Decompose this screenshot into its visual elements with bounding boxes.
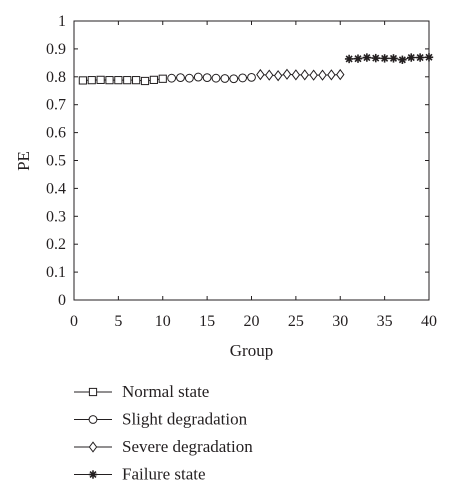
y-tick-label: 0.5 bbox=[46, 153, 66, 170]
x-tick-label: 40 bbox=[421, 313, 437, 330]
series-severe-degradation bbox=[256, 68, 345, 82]
star-stroke bbox=[398, 56, 406, 64]
data-point-diamond bbox=[265, 69, 274, 81]
data-point-diamond bbox=[327, 69, 336, 81]
data-point-square bbox=[123, 76, 132, 85]
x-tick-label: 35 bbox=[377, 313, 393, 330]
data-point-star bbox=[398, 55, 407, 64]
data-series bbox=[78, 53, 434, 86]
y-tick-label: 1 bbox=[58, 13, 66, 30]
data-point-star bbox=[362, 53, 372, 62]
data-point-diamond bbox=[336, 68, 345, 81]
star-stroke bbox=[372, 54, 380, 62]
data-point-circle bbox=[193, 72, 203, 82]
data-point-diamond bbox=[291, 69, 301, 81]
data-point-diamond bbox=[318, 69, 327, 81]
star-stroke bbox=[389, 54, 398, 62]
data-point-circle bbox=[229, 74, 239, 84]
data-point-diamond bbox=[300, 69, 309, 81]
legend-marker-circle bbox=[88, 415, 98, 424]
data-point-star bbox=[415, 53, 425, 62]
y-tick-label: 0.7 bbox=[46, 97, 66, 114]
data-point-square bbox=[158, 74, 167, 83]
x-tick-label: 5 bbox=[114, 313, 122, 330]
x-tick-label: 10 bbox=[155, 313, 171, 330]
series-line bbox=[82, 78, 163, 82]
legend-label: Severe degradation bbox=[122, 437, 253, 456]
axis-ticks: 0 5 10 15 20 25 30 35 40 0 0.1 0.2 0.3 0.4 0.5 0.6 0.7 0.… bbox=[46, 13, 437, 330]
data-point-diamond bbox=[256, 68, 265, 81]
y-tick-label: 0.2 bbox=[46, 236, 66, 253]
legend-marker-star bbox=[88, 470, 98, 479]
legend-item: Slight degradation bbox=[74, 410, 248, 429]
y-tick-label: 0 bbox=[58, 292, 66, 309]
series-failure-state bbox=[344, 53, 434, 64]
series-normal-state bbox=[78, 74, 167, 86]
x-tick-label: 20 bbox=[244, 313, 260, 330]
data-point-diamond bbox=[273, 70, 283, 82]
legend-label: Failure state bbox=[122, 465, 206, 484]
star-stroke bbox=[425, 53, 433, 61]
star-stroke bbox=[363, 54, 371, 62]
x-axis-label: Group bbox=[230, 341, 273, 360]
legend-label: Normal state bbox=[122, 382, 209, 401]
plot-area-border bbox=[73, 20, 430, 301]
data-point-circle bbox=[167, 73, 177, 83]
legend-marker-square bbox=[88, 387, 98, 397]
y-tick-label: 0.4 bbox=[46, 180, 66, 197]
x-tick-label: 15 bbox=[199, 313, 215, 330]
y-tick-label: 0.3 bbox=[46, 208, 66, 225]
legend-item: Normal state bbox=[74, 382, 209, 401]
data-point-square bbox=[78, 76, 87, 85]
legend-marker-diamond bbox=[88, 441, 98, 453]
data-point-circle bbox=[238, 73, 248, 83]
data-point-circle bbox=[202, 73, 212, 83]
data-point-star bbox=[371, 53, 380, 63]
legend-label: Slight degradation bbox=[122, 410, 248, 429]
y-tick-label: 0.6 bbox=[46, 125, 66, 142]
x-tick-label: 0 bbox=[70, 313, 78, 330]
y-tick-label: 0.1 bbox=[46, 264, 66, 281]
data-point-square bbox=[114, 76, 123, 85]
data-point-star bbox=[389, 54, 398, 63]
data-point-star bbox=[344, 54, 354, 64]
data-point-star bbox=[380, 54, 389, 63]
star-stroke bbox=[354, 55, 362, 63]
star-stroke bbox=[381, 54, 389, 62]
data-point-circle bbox=[247, 72, 256, 82]
data-point-square bbox=[96, 75, 105, 84]
star-stroke bbox=[407, 54, 415, 62]
data-point-square bbox=[132, 76, 141, 85]
plot-frame bbox=[73, 20, 430, 301]
data-point-diamond bbox=[309, 69, 318, 81]
data-point-square bbox=[105, 76, 114, 85]
data-point-circle bbox=[220, 74, 230, 83]
data-point-circle bbox=[211, 73, 221, 83]
y-tick-label: 0.9 bbox=[46, 41, 66, 58]
series-slight-degradation bbox=[167, 72, 256, 84]
x-tick-label: 30 bbox=[332, 313, 348, 330]
series-line bbox=[171, 76, 252, 80]
data-point-square bbox=[149, 75, 158, 84]
data-point-circle bbox=[184, 73, 194, 83]
legend-item: Severe degradation bbox=[74, 437, 253, 456]
data-point-star bbox=[424, 53, 434, 62]
star-stroke bbox=[416, 54, 424, 62]
y-axis-label: PE bbox=[14, 151, 33, 171]
series-line bbox=[260, 73, 341, 77]
legend-item: Failure state bbox=[74, 465, 206, 484]
data-point-star bbox=[353, 54, 363, 63]
data-point-star bbox=[407, 53, 416, 62]
data-point-square bbox=[87, 76, 96, 85]
x-tick-label: 25 bbox=[288, 313, 304, 330]
series-line bbox=[349, 56, 430, 61]
data-point-diamond bbox=[282, 68, 292, 80]
star-stroke bbox=[89, 470, 97, 479]
legend: Normal state Slight degradation Severe deg… bbox=[74, 382, 253, 484]
star-stroke bbox=[345, 55, 353, 63]
data-point-square bbox=[140, 76, 150, 86]
y-tick-label: 0.8 bbox=[46, 69, 66, 86]
data-point-circle bbox=[176, 73, 185, 83]
